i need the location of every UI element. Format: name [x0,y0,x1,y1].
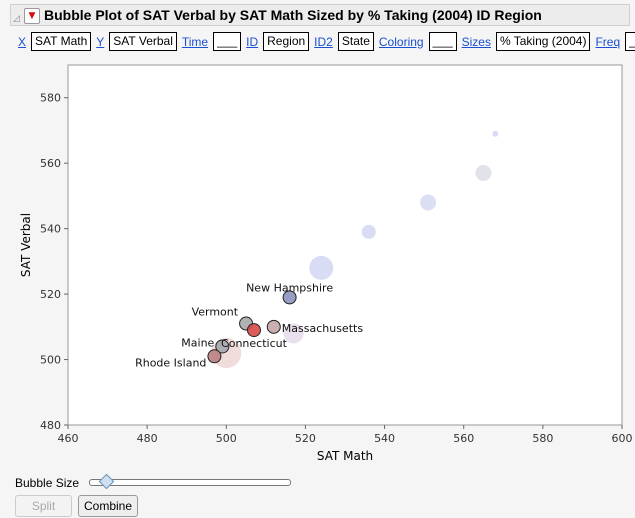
x-tick-label: 520 [295,432,316,445]
y-axis-label: SAT Verbal [19,213,33,277]
x-tick-label: 540 [374,432,395,445]
bubble [283,323,304,344]
role-link-id2[interactable]: ID2 [314,34,333,49]
role-field-freq[interactable]: ___ [625,32,635,51]
x-tick-label: 600 [612,432,633,445]
bubble [207,349,222,364]
split-button[interactable]: Split [15,495,72,517]
plot-frame [67,64,623,426]
role-link-time[interactable]: Time [181,34,209,49]
role-link-y[interactable]: Y [96,34,105,49]
bubble [282,290,297,305]
report-title: Bubble Plot of SAT Verbal by SAT Math Si… [44,7,542,23]
y-tick-label: 540 [40,223,61,236]
x-tick-label: 500 [216,432,237,445]
role-link-id[interactable]: ID [246,34,259,49]
role-field-y[interactable]: SAT Verbal [109,32,177,51]
role-field-time[interactable]: ___ [213,32,242,51]
role-link-coloring[interactable]: Coloring [378,34,424,49]
y-tick-label: 560 [40,157,61,170]
bubble-size-label: Bubble Size [15,476,80,490]
bubble [492,130,499,137]
bubble [420,194,437,211]
role-field-sizes[interactable]: % Taking (2004) [495,32,591,51]
bubble [361,224,376,239]
bubble-label: Rhode Island [135,356,206,369]
role-link-freq[interactable]: Freq [595,34,621,49]
bubble [266,319,281,334]
disclosure-icon[interactable]: ◿ [13,14,20,24]
combine-button[interactable]: Combine [78,495,138,517]
y-tick-label: 580 [40,92,61,105]
y-tick-label: 520 [40,288,61,301]
bubble [309,255,334,280]
x-tick-label: 480 [137,432,158,445]
bubble-label: Maine [181,336,214,349]
bubble [475,165,492,181]
y-tick-label: 480 [40,419,61,432]
red-triangle-menu-icon[interactable]: ▼ [24,8,40,24]
role-field-id[interactable]: Region [263,32,310,51]
role-field-coloring[interactable]: ___ [428,32,457,51]
role-field-x[interactable]: SAT Math [31,32,92,51]
report-header: ◿ ▼ Bubble Plot of SAT Verbal by SAT Mat… [10,4,630,26]
role-link-sizes[interactable]: Sizes [461,34,491,49]
x-axis-label: SAT Math [317,449,373,463]
y-tick-label: 500 [40,354,61,367]
x-tick-label: 460 [58,432,79,445]
bubble-plot: 460 480 500 520 540 560 580 6004805005205405605… [19,64,633,463]
x-tick-label: 560 [453,432,474,445]
bubble [246,323,261,338]
role-link-x[interactable]: X [18,34,27,49]
bubble-label: New Hampshire [246,281,333,294]
role-bar: X SAT Math Y SAT Verbal Time ___ ID Region ID2 St… [18,32,635,51]
bubble-size-slider[interactable] [89,479,291,486]
bubble-label: Vermont [192,306,239,319]
role-field-id2[interactable]: State [337,32,374,51]
bubble-label: Massachusetts [282,322,364,335]
bubble [215,339,230,354]
bubble-size-slider-thumb[interactable] [98,473,115,490]
x-tick-label: 580 [532,432,553,445]
bubble-label: Connecticut [221,337,288,350]
